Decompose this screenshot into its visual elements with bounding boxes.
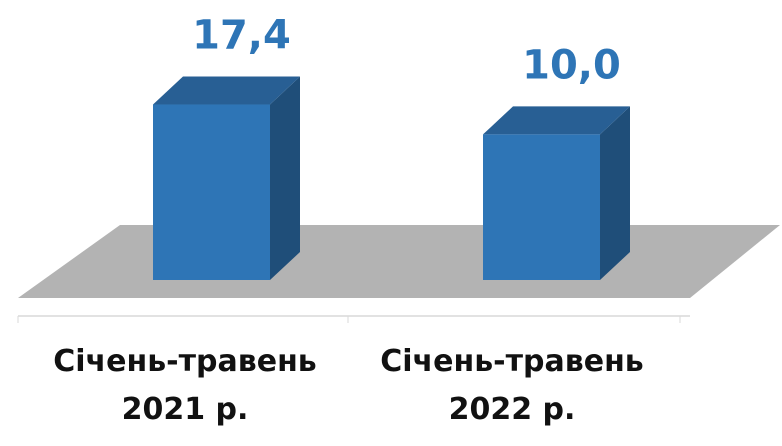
bar-side xyxy=(600,106,630,280)
bar-top xyxy=(153,76,300,105)
bar xyxy=(153,104,270,280)
bar xyxy=(483,134,600,280)
bar-side xyxy=(270,76,300,280)
bar-top xyxy=(483,106,630,135)
floor xyxy=(18,225,780,298)
value-label: 17,4 xyxy=(192,13,291,59)
x-tick-label: Січень-травень 2021 р. xyxy=(53,344,317,427)
x-tick-label: Січень-травень 2022 р. xyxy=(380,344,644,427)
value-label: 10,0 xyxy=(522,42,621,88)
